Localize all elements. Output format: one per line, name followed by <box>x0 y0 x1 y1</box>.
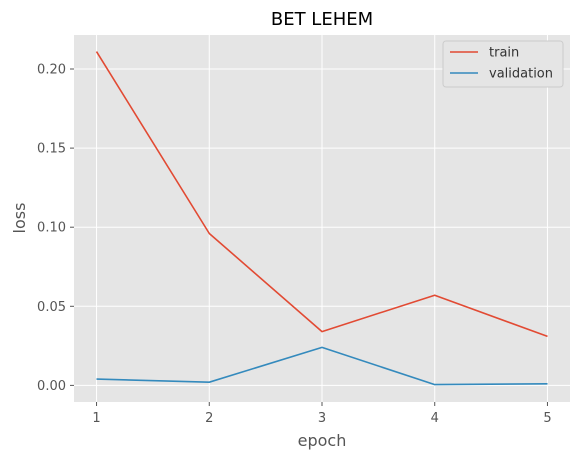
legend-label-train: train <box>489 46 519 61</box>
y-tick-label: 0.05 <box>37 300 66 315</box>
x-tick-label: 1 <box>92 411 100 426</box>
y-tick-label: 0.20 <box>37 63 66 78</box>
legend: train validation <box>442 40 564 88</box>
chart-title: BET LEHEM <box>271 9 373 30</box>
y-axis-ticks: 0.00 0.05 0.10 0.15 0.20 <box>37 63 74 394</box>
x-tick-label: 4 <box>431 411 439 426</box>
legend-label-validation: validation <box>489 67 553 82</box>
y-axis-label: loss <box>10 203 29 234</box>
y-tick-label: 0.00 <box>37 379 66 394</box>
x-axis-label: epoch <box>298 431 347 450</box>
series-line-validation <box>96 346 548 386</box>
series-line-train <box>95 51 548 338</box>
x-axis-ticks: 1 2 3 4 5 <box>92 402 552 426</box>
y-tick-label: 0.15 <box>37 142 66 157</box>
x-tick-label: 5 <box>543 411 551 426</box>
series-lines <box>95 51 548 386</box>
y-tick-label: 0.10 <box>37 221 66 236</box>
x-tick-label: 2 <box>205 411 213 426</box>
x-tick-label: 3 <box>318 411 326 426</box>
